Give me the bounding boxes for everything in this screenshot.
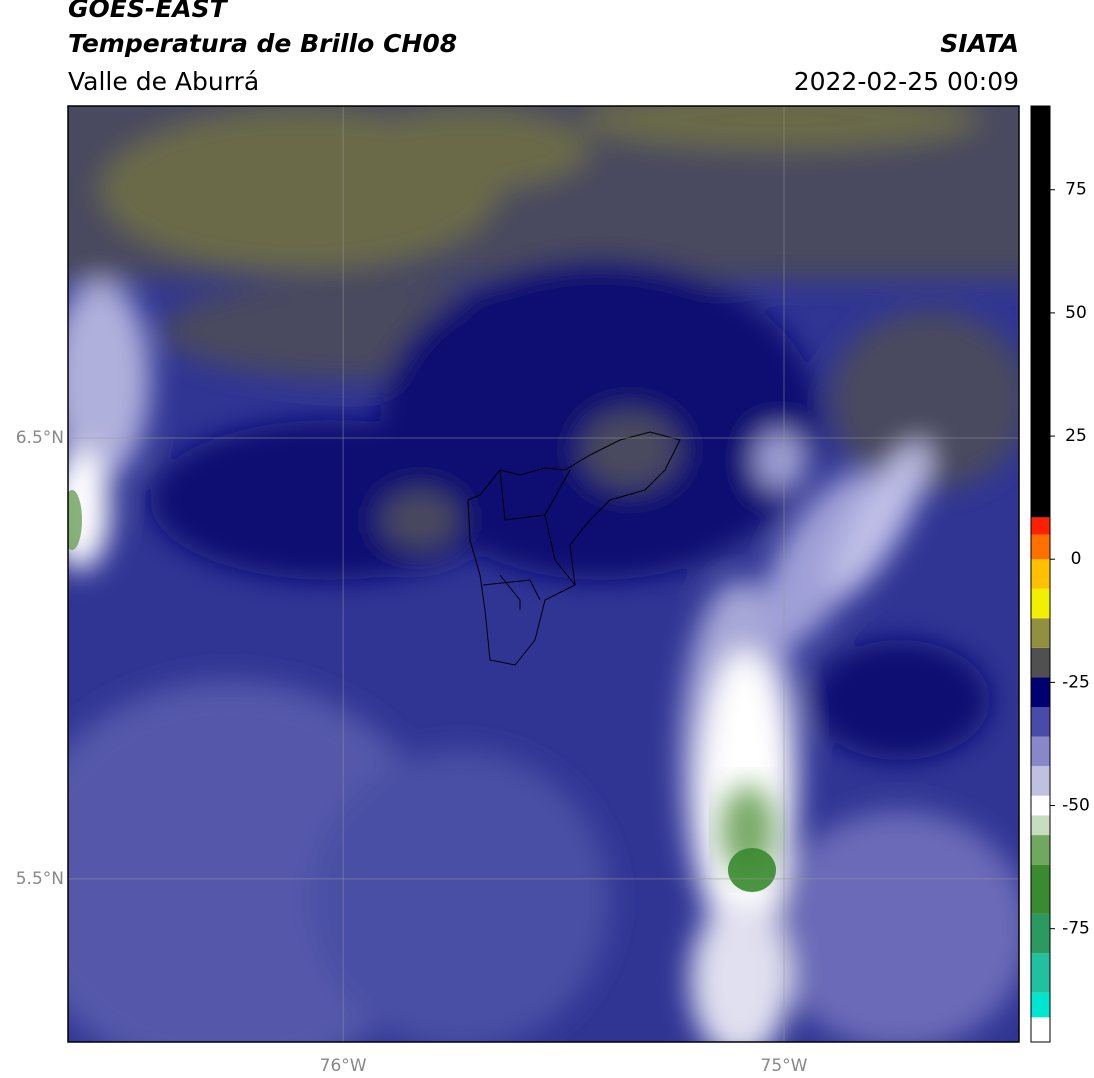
- colorbar-tick-label: -50: [1062, 796, 1090, 816]
- colorbar-band: [1031, 953, 1050, 993]
- colorbar-tick-label: -75: [1062, 919, 1090, 939]
- source: SIATA: [940, 29, 1019, 58]
- colorbar-band: [1031, 795, 1050, 816]
- colorbar-band: [1031, 707, 1050, 737]
- map-frame: [67, 105, 1020, 1043]
- colorbar-band: [1031, 618, 1050, 648]
- colorbar-band: [1031, 864, 1050, 914]
- colorbar-tick-label: 0: [1071, 549, 1082, 569]
- colorbar-frame: [1030, 105, 1051, 1043]
- colorbar-tick-label: 75: [1065, 180, 1087, 200]
- y-tick-label: 5.5°N: [16, 869, 64, 889]
- colorbar-band: [1031, 534, 1050, 560]
- satellite-field: [68, 106, 1019, 1042]
- x-tick-label: 75°W: [761, 1056, 808, 1076]
- colorbar-band: [1031, 647, 1050, 678]
- colorbar-band: [1031, 835, 1050, 865]
- x-tick-label: 76°W: [320, 1056, 367, 1076]
- colorbar-band: [1031, 736, 1050, 767]
- grid: [68, 106, 1019, 1042]
- colorbar-tick-label: -25: [1062, 672, 1090, 692]
- colorbar-band: [1031, 559, 1050, 589]
- colorbar-band: [1031, 1017, 1050, 1042]
- colorbar-tick-label: 25: [1065, 426, 1087, 446]
- title: Temperatura de Brillo CH08: [68, 29, 457, 58]
- colorbar-band: [1031, 913, 1050, 954]
- colorbar-band: [1031, 766, 1050, 796]
- region: Valle de Aburrá: [68, 67, 259, 96]
- colorbar-tick-label: 50: [1065, 303, 1087, 323]
- datetime: 2022-02-25 00:09: [794, 67, 1019, 96]
- colorbar-band: [1031, 588, 1050, 619]
- municipal-boundaries: [467, 431, 681, 666]
- y-tick-label: 6.5°N: [16, 428, 64, 448]
- satellite: GOES-EAST: [68, 0, 229, 23]
- colorbar-band: [1031, 815, 1050, 836]
- colorbar-band: [1031, 106, 1050, 518]
- colorbar-band: [1031, 992, 1050, 1018]
- colorbar-band: [1031, 517, 1050, 535]
- colorbar: [1031, 106, 1050, 1042]
- colorbar-band: [1031, 677, 1050, 708]
